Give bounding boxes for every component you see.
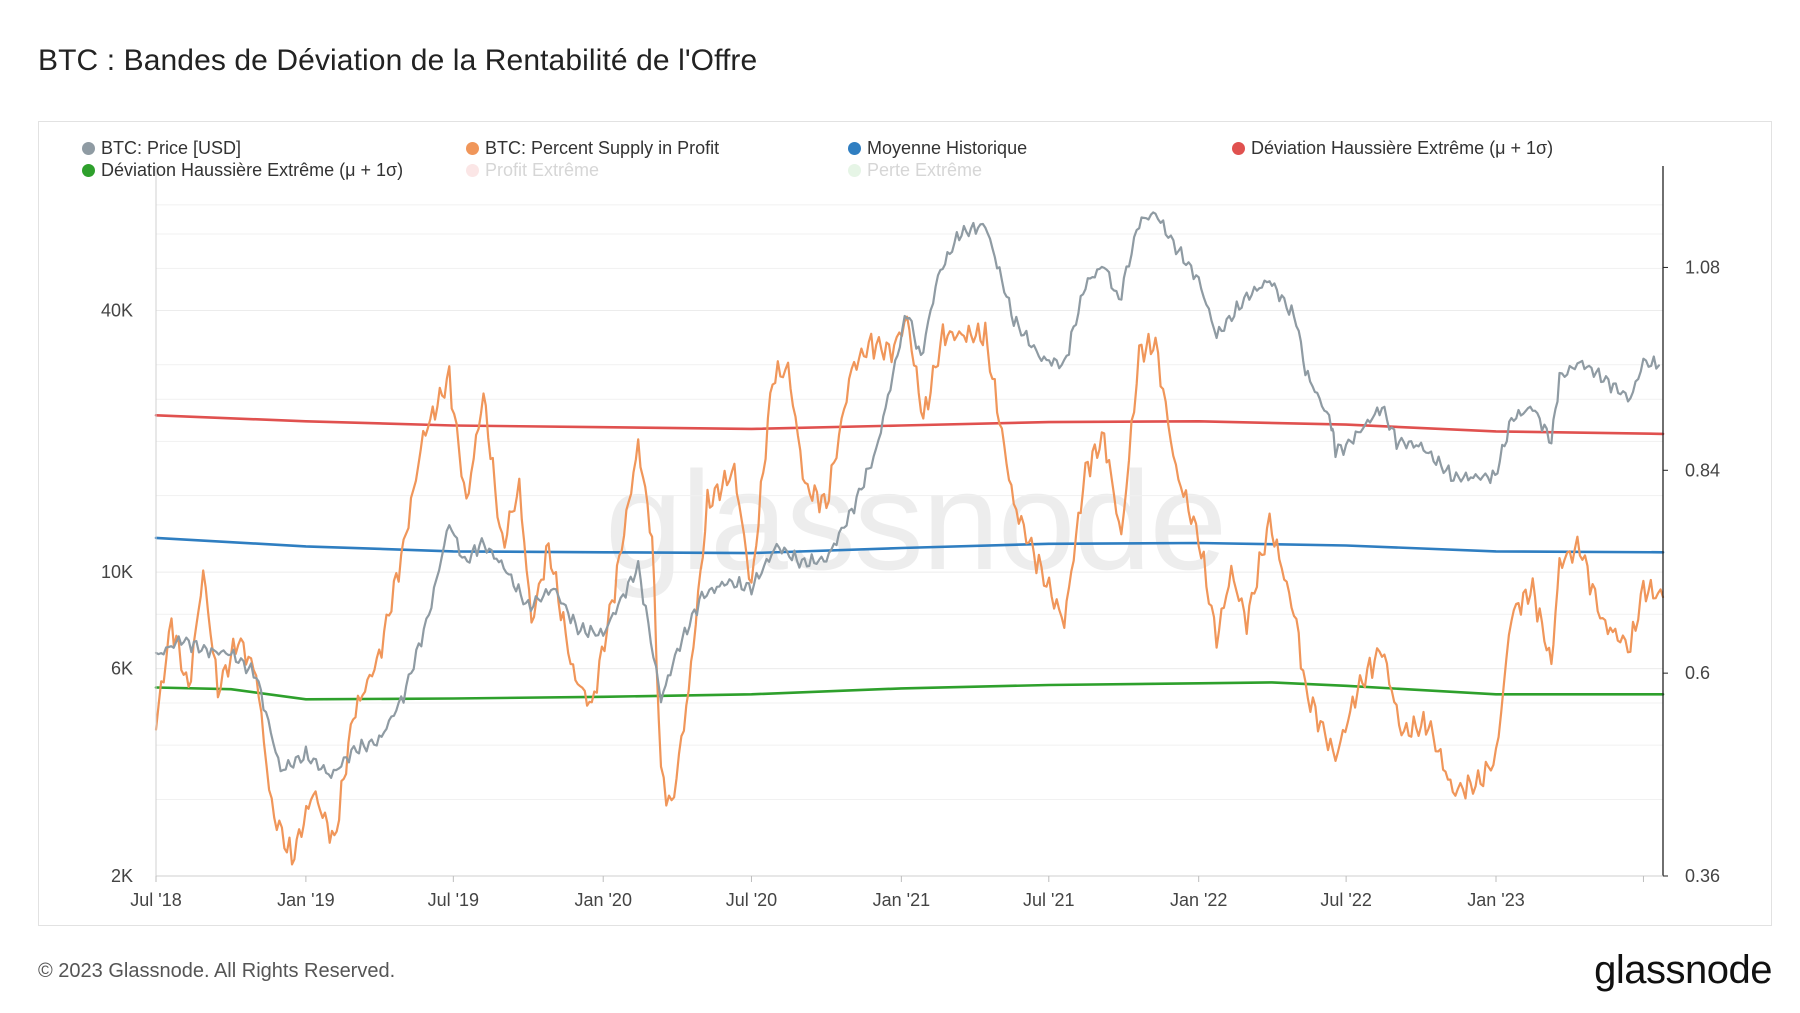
y-right-tick-label: 0.36: [1685, 866, 1720, 886]
y-left-tick-label: 6K: [111, 659, 133, 679]
x-tick-label: Jan '21: [873, 890, 930, 910]
legend-item-perte-extreme[interactable]: Perte Extrême: [848, 160, 982, 181]
series-lines: [154, 211, 1665, 866]
series-line-moyenne-historique: [154, 536, 1665, 555]
legend-dot-icon: [1232, 142, 1245, 155]
legend-label: BTC: Percent Supply in Profit: [485, 138, 720, 158]
legend-label: Perte Extrême: [867, 160, 983, 180]
legend-item-deviation-high[interactable]: Déviation Haussière Extrême (μ + 1σ): [1232, 138, 1553, 159]
chart-frame: [38, 121, 1772, 926]
x-tick-label: Jul '22: [1320, 890, 1371, 910]
x-tick-label: Jul '21: [1023, 890, 1074, 910]
y-right-tick-label: 0.6: [1685, 663, 1710, 683]
grid-lines: [156, 204, 1663, 877]
axes: Jul '18 Jan '19 Jul '19 Jan '20 Jul '20 Jan '…: [101, 166, 1720, 910]
y-right-tick-label: 0.84: [1685, 460, 1720, 480]
legend-label: Déviation Haussière Extrême (μ + 1σ): [1251, 138, 1554, 158]
legend-item-deviation-low[interactable]: Déviation Haussière Extrême (μ + 1σ): [82, 160, 403, 181]
brand-logo: glassnode: [1594, 948, 1772, 992]
legend-dot-icon: [466, 164, 479, 177]
x-tick-label: Jul '18: [130, 890, 181, 910]
y-left-tick-label: 2K: [111, 866, 133, 886]
x-tick-label: Jul '20: [726, 890, 777, 910]
series-line-price: [154, 211, 1660, 779]
page-title: BTC : Bandes de Déviation de la Rentabil…: [38, 44, 758, 77]
legend-label: Moyenne Historique: [867, 138, 1028, 158]
legend-dot-icon: [848, 142, 861, 155]
y-right-tick-label: 1.08: [1685, 257, 1720, 277]
x-tick-label: Jan '19: [277, 890, 334, 910]
legend-dot-icon: [848, 164, 861, 177]
x-tick-label: Jul '19: [428, 890, 479, 910]
legend-item-moyenne[interactable]: Moyenne Historique: [848, 138, 1027, 159]
legend-item-supply-profit[interactable]: BTC: Percent Supply in Profit: [466, 138, 719, 159]
x-tick-label: Jan '20: [574, 890, 631, 910]
legend-label: BTC: Price [USD]: [101, 138, 242, 158]
legend-dot-icon: [82, 142, 95, 155]
x-tick-label: Jan '23: [1467, 890, 1524, 910]
footer-copyright: © 2023 Glassnode. All Rights Reserved.: [38, 960, 396, 982]
series-line-deviation-low: [154, 681, 1665, 701]
legend-dot-icon: [82, 164, 95, 177]
y-left-tick-label: 40K: [101, 300, 133, 320]
series-line-supply-in-profit: [154, 315, 1665, 866]
legend-label: Profit Extrême: [485, 160, 600, 180]
x-tick-label: Jan '22: [1170, 890, 1227, 910]
y-left-tick-label: 10K: [101, 562, 133, 582]
legend-label: Déviation Haussière Extrême (μ + 1σ): [101, 160, 404, 180]
series-line-deviation-high: [154, 414, 1665, 436]
legend-dot-icon: [466, 142, 479, 155]
legend-item-price[interactable]: BTC: Price [USD]: [82, 138, 241, 159]
legend-item-profit-extreme[interactable]: Profit Extrême: [466, 160, 599, 181]
